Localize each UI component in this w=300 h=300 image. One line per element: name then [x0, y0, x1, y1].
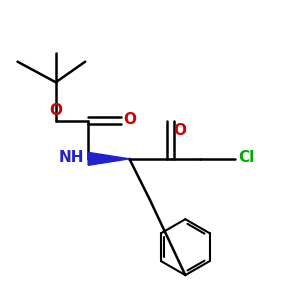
Polygon shape [88, 152, 129, 165]
Text: O: O [174, 124, 187, 139]
Text: O: O [49, 103, 62, 118]
Text: O: O [124, 112, 136, 127]
Text: NH: NH [58, 150, 84, 165]
Text: Cl: Cl [238, 150, 255, 165]
